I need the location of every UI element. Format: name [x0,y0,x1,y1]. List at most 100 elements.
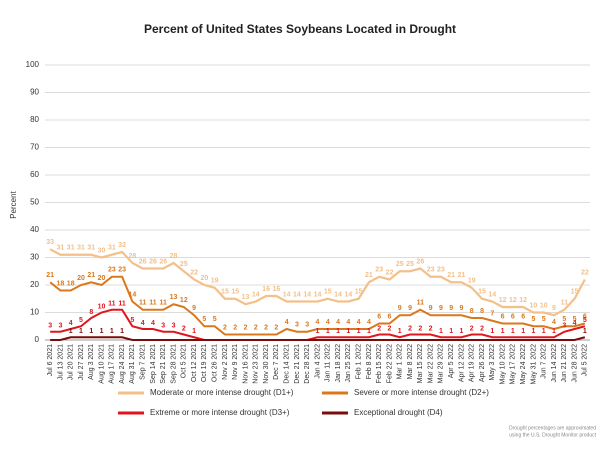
data-label: 2 [223,324,227,331]
data-label: 9 [449,305,453,312]
data-label: 2 [274,324,278,331]
data-label: 16 [272,286,280,293]
data-label: 6 [388,313,392,320]
data-label: 19 [211,278,219,285]
x-tick-label: Oct 26 2021 [212,344,219,382]
data-label: 1 [367,328,371,335]
data-label: 28 [170,253,178,260]
data-label: 22 [190,269,198,276]
data-label: 20 [77,275,85,282]
data-label: 28 [129,253,137,260]
data-label: 6 [501,313,505,320]
x-tick-label: Sep 28 2021 [170,344,177,384]
data-label: 4 [573,320,577,327]
y-axis-label: Percent [9,190,18,218]
data-label: 21 [458,272,466,279]
data-label: 15 [324,289,332,296]
data-label: 31 [57,245,65,252]
data-label: 6 [583,313,587,320]
data-label: 4 [346,319,350,326]
data-label: 9 [460,305,464,312]
x-tick-label: Aug 17 2021 [109,344,116,384]
x-tick-label: Sep 7 2021 [140,344,147,380]
data-label: 1 [346,328,350,335]
data-label: 6 [377,313,381,320]
data-label: 5 [542,316,546,323]
x-tick-label: Jul 5 2022 [582,344,589,376]
x-tick-label: Jul 6 2021 [47,344,54,376]
chart-title: Percent of United States Soybeans Locate… [144,22,456,36]
y-tick-label: 50 [30,198,39,207]
x-tick-label: Apr 5 2022 [448,344,455,378]
x-tick-label: Mar 8 2022 [407,344,414,380]
data-label: 5 [202,316,206,323]
data-label: 2 [233,324,237,331]
data-label: 15 [571,289,579,296]
legend-label: Severe or more intense drought (D2+) [354,388,489,397]
data-label: 22 [581,269,589,276]
data-label: 4 [141,320,145,327]
y-tick-label: 20 [30,280,39,289]
data-label: 4 [285,319,289,326]
data-label: 1 [398,328,402,335]
data-label: 14 [344,291,352,298]
data-label: 4 [326,319,330,326]
x-tick-label: Jan 18 2022 [335,344,342,383]
y-tick-label: 40 [30,225,39,234]
data-label: 14 [283,291,291,298]
data-label: 1 [521,328,525,335]
data-label: 3 [172,323,176,330]
data-label: 25 [396,261,404,268]
x-tick-label: Mar 15 2022 [417,344,424,383]
series-line [49,275,586,336]
data-label: 2 [244,324,248,331]
x-tick-label: Aug 3 2021 [88,344,95,380]
data-label: 1 [192,328,196,335]
data-label: 23 [437,267,445,274]
data-label: 21 [87,272,95,279]
data-label: 1 [89,328,93,335]
data-label: 1 [120,328,124,335]
x-tick-label: Feb 1 2022 [355,344,362,380]
data-label: 3 [48,323,52,330]
data-label: 1 [439,328,443,335]
data-label: 11 [417,300,425,307]
x-tick-label: May 31 2022 [530,344,537,385]
data-label: 23 [427,267,435,274]
x-tick-label: Oct 5 2021 [181,344,188,378]
data-label: 4 [552,319,556,326]
data-label: 1 [511,328,515,335]
data-label: 12 [499,297,507,304]
footnote: Drought percentages are approximated [509,425,596,431]
data-label: 4 [316,319,320,326]
data-label: 13 [170,294,178,301]
footnote: using the U.S. Drought Monitor product [509,432,596,438]
data-label: 21 [365,272,373,279]
data-label: 6 [521,313,525,320]
data-label: 8 [470,308,474,315]
x-tick-label: Mar 22 2022 [427,344,434,383]
data-label: 1 [336,328,340,335]
data-label: 15 [221,289,229,296]
data-label: 11 [149,300,157,307]
data-label: 18 [57,280,65,287]
y-tick-label: 90 [30,88,39,97]
legend-label: Exceptional drought (D4) [354,408,443,417]
data-label: 2 [418,325,422,332]
data-label: 1 [110,328,114,335]
x-tick-label: Nov 9 2021 [232,344,239,380]
data-label: 11 [108,301,116,308]
data-label: 16 [262,286,270,293]
data-label: 2 [254,324,258,331]
data-label: 14 [314,291,322,298]
data-label: 5 [79,317,83,324]
x-tick-label: Dec 7 2021 [273,344,280,380]
data-label: 12 [180,297,188,304]
legend-label: Extreme or more intense drought (D3+) [150,408,290,417]
series-line [49,248,586,317]
data-label: 14 [488,291,496,298]
data-label: 25 [406,261,414,268]
data-label: 32 [118,242,126,249]
data-label: 26 [416,258,424,265]
data-label: 31 [77,245,85,252]
